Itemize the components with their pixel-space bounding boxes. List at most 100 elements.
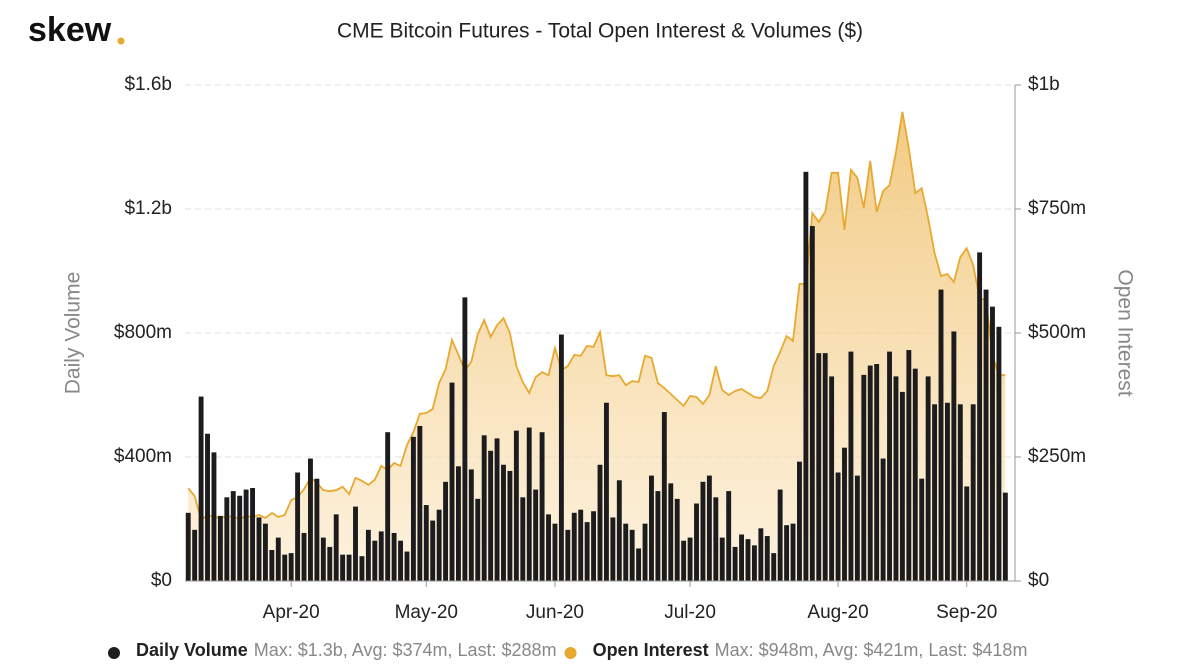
bar: [726, 491, 732, 581]
bar: [404, 551, 410, 581]
bar: [211, 452, 217, 581]
bar: [899, 391, 905, 581]
legend-marker: [564, 647, 577, 659]
logo: skew: [28, 11, 112, 49]
bar: [243, 489, 249, 581]
bar: [977, 252, 983, 581]
legend: Daily Volume Max: $1.3b, Avg: $374m, Last…: [108, 640, 1027, 660]
bar: [378, 531, 384, 581]
bar: [842, 447, 847, 581]
bar: [565, 529, 571, 581]
bar: [462, 297, 468, 581]
bar: [938, 289, 944, 581]
y-tick-label: $0: [151, 570, 172, 591]
y-tick-label: $1.6b: [124, 74, 172, 95]
bar: [861, 374, 867, 581]
bar: [932, 404, 938, 581]
y-tick-label: $1.2b: [124, 198, 172, 219]
bar: [893, 376, 899, 581]
y-axis-title: Daily Volume: [62, 272, 85, 395]
bar: [333, 514, 339, 581]
bar: [481, 435, 487, 581]
bar: [198, 396, 204, 581]
bar: [205, 433, 210, 581]
bar: [906, 350, 912, 581]
bar: [308, 458, 313, 581]
bar: [944, 402, 950, 581]
bar: [269, 550, 275, 581]
bar: [732, 546, 738, 581]
bar: [597, 464, 603, 581]
bar: [964, 486, 970, 581]
bar: [578, 509, 584, 581]
bar: [822, 353, 828, 581]
bar: [610, 517, 616, 581]
bar: [340, 554, 346, 581]
bar: [449, 382, 455, 581]
bar: [880, 458, 886, 581]
bar: [797, 461, 802, 581]
bar: [558, 334, 564, 581]
bar: [385, 432, 391, 581]
y2-tick-label: $0: [1028, 570, 1049, 591]
bar: [372, 540, 378, 581]
bar: [417, 426, 423, 581]
x-tick-label: Aug-20: [807, 602, 868, 623]
bar: [957, 404, 963, 581]
bar: [925, 376, 931, 581]
bar: [816, 353, 822, 581]
bar: [282, 554, 288, 581]
bar: [655, 491, 661, 581]
y2-tick-label: $1b: [1028, 74, 1060, 95]
bar: [430, 520, 436, 581]
bar: [539, 432, 545, 581]
bar: [520, 497, 526, 581]
legend-stats: Max: $948m, Avg: $421m, Last: $418m: [715, 640, 1028, 660]
bar: [230, 491, 236, 581]
y2-tick-label: $750m: [1028, 198, 1086, 219]
bar: [854, 475, 860, 581]
legend-label: Daily Volume: [136, 640, 248, 660]
bar: [668, 483, 674, 581]
bar: [501, 464, 506, 581]
bar: [990, 306, 995, 581]
bar: [436, 509, 442, 581]
bar: [494, 438, 500, 581]
bar: [629, 529, 635, 581]
bar: [777, 489, 783, 581]
bar: [533, 489, 539, 581]
bar: [314, 478, 320, 581]
bar: [224, 497, 230, 581]
bar-layer: [185, 171, 1008, 582]
bar: [745, 539, 751, 581]
bar: [970, 404, 976, 581]
bar: [275, 537, 281, 581]
bar: [983, 289, 989, 581]
bar: [443, 481, 449, 581]
bar: [803, 171, 809, 582]
bar: [835, 472, 841, 581]
bar: [346, 554, 352, 581]
bar: [623, 523, 629, 581]
bar: [217, 515, 223, 581]
bar: [365, 529, 371, 581]
bar: [706, 475, 712, 581]
logo-dot: [117, 37, 125, 45]
bar: [694, 503, 699, 581]
legend-marker: [108, 647, 120, 659]
bar: [1002, 492, 1008, 581]
y2-tick-label: $250m: [1028, 446, 1086, 467]
bar: [513, 430, 519, 581]
bar: [552, 523, 558, 581]
bar: [410, 436, 416, 581]
bar: [867, 365, 873, 581]
bar: [192, 529, 198, 581]
bar: [739, 534, 744, 581]
bar: [687, 537, 693, 581]
bar: [359, 556, 365, 581]
bar: [912, 368, 918, 581]
bar: [584, 522, 590, 581]
y2-axis-title: Open Interest: [1113, 269, 1136, 396]
chart-title: CME Bitcoin Futures - Total Open Interes…: [337, 20, 863, 43]
